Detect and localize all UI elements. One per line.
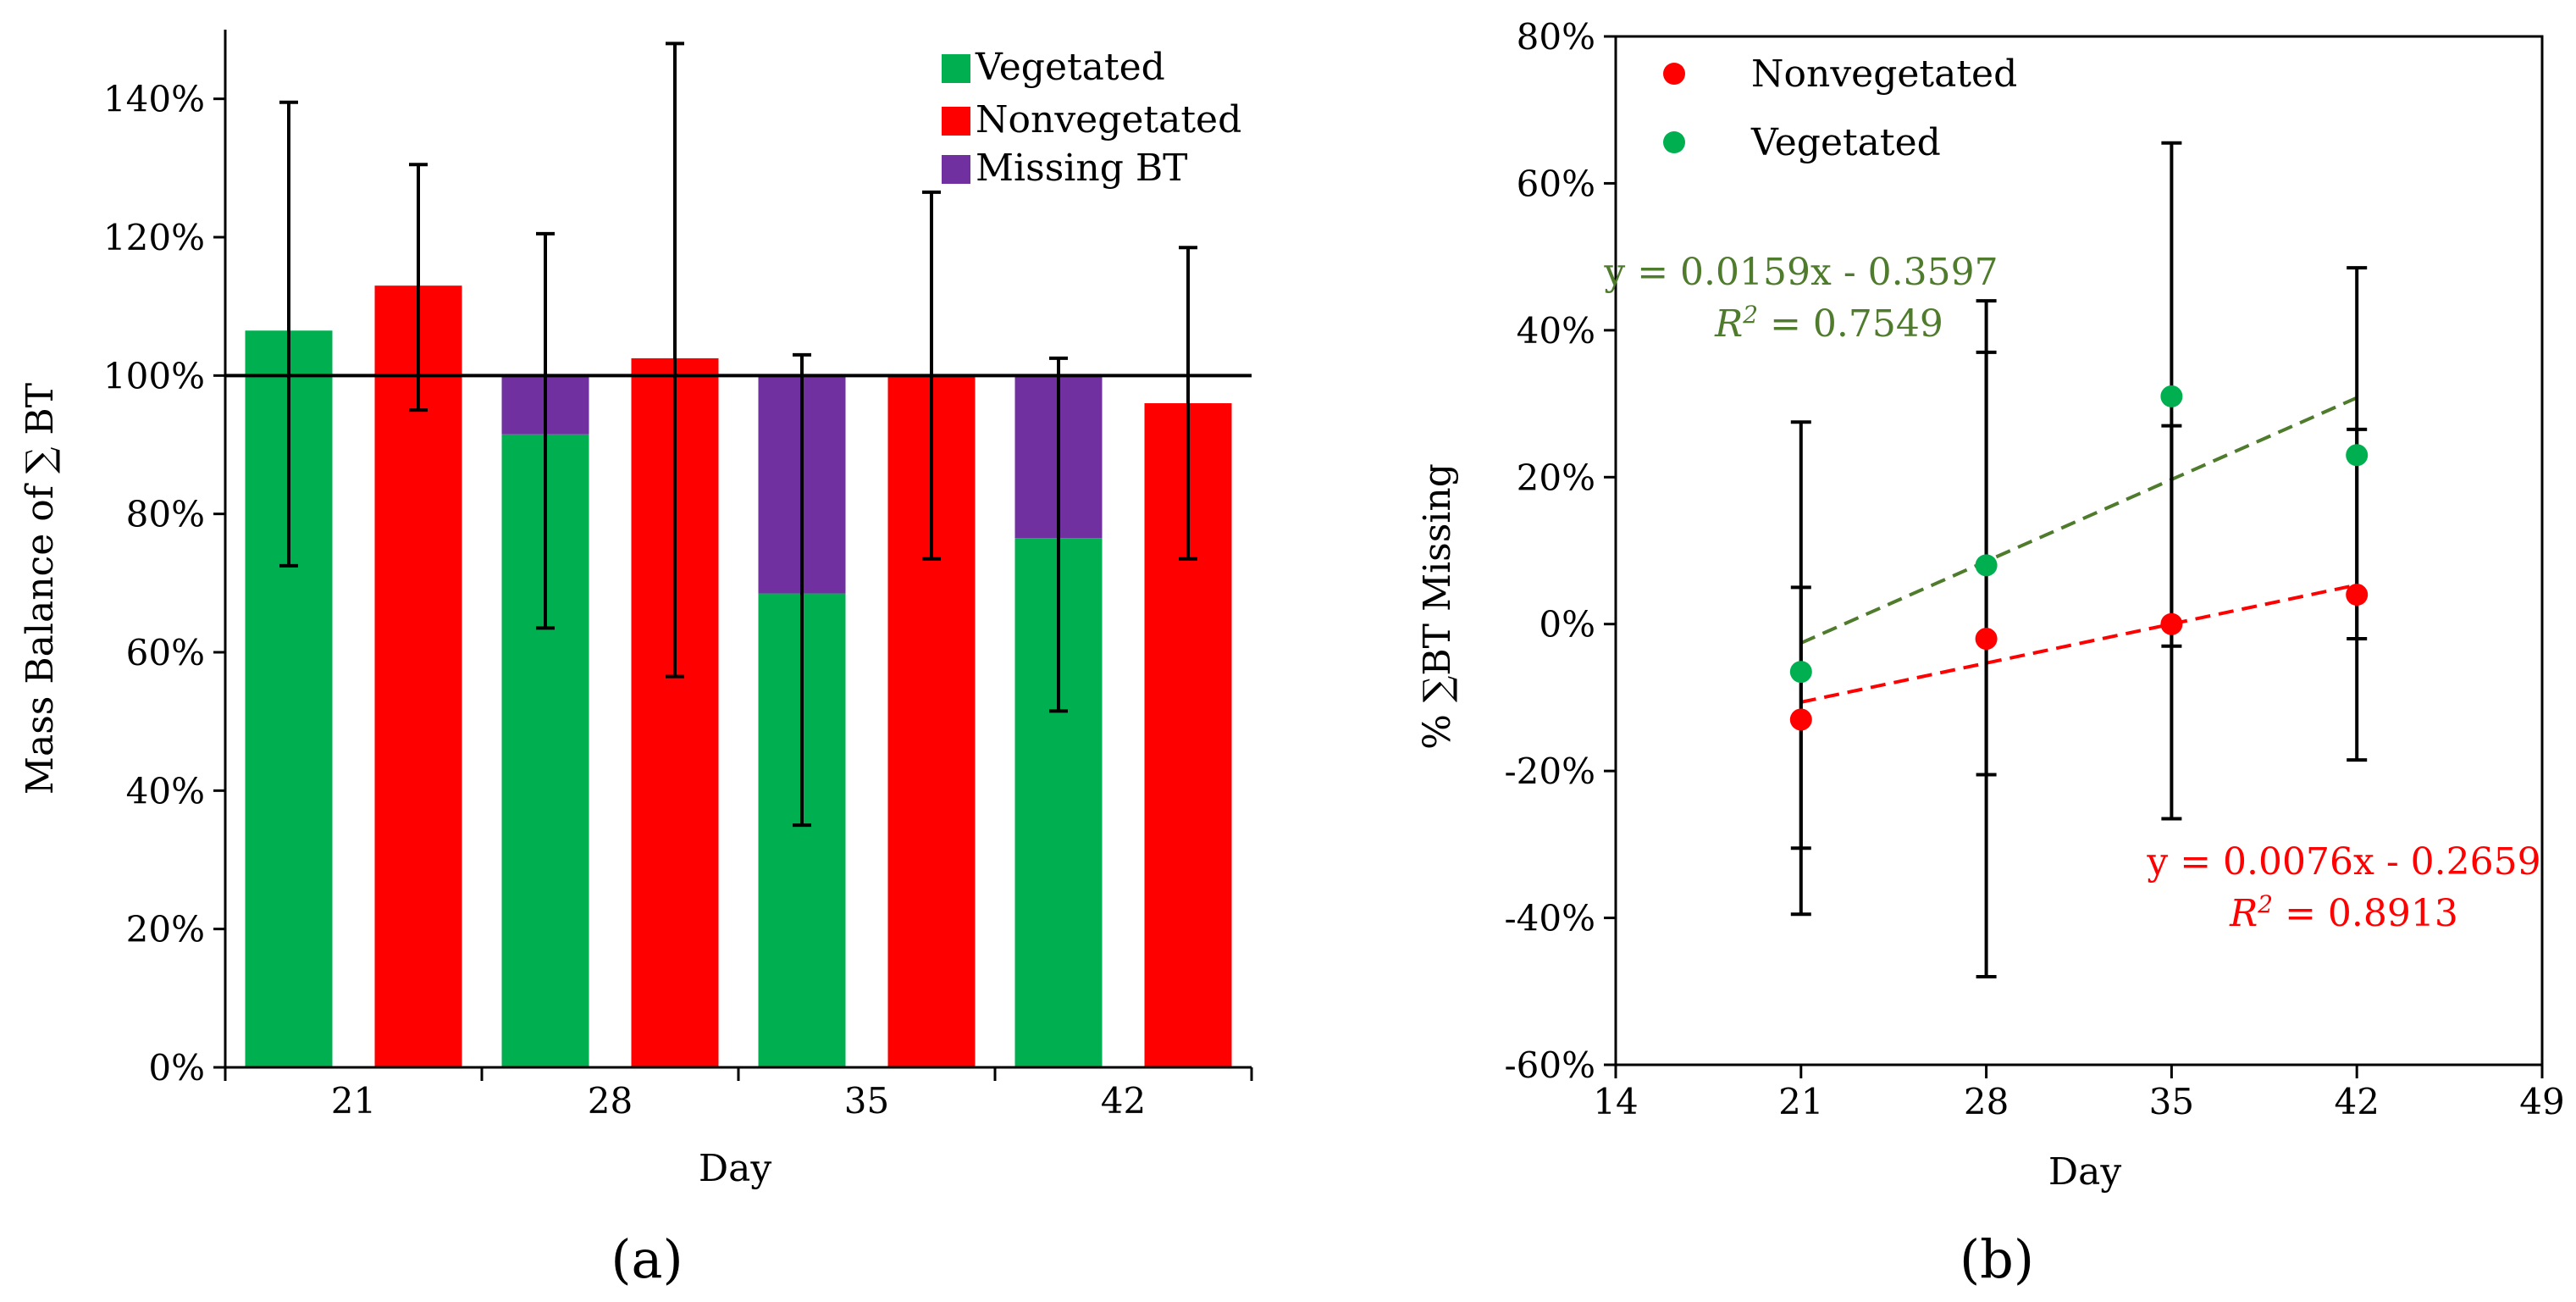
x-tick-labels-a: 21 28 35 42 xyxy=(331,1080,1146,1122)
panel-label-a: (a) xyxy=(611,1228,683,1290)
x-tick-label-b: 21 xyxy=(1778,1081,1823,1122)
legend-marker-vegetated xyxy=(1663,131,1685,153)
x-axis-title-a: Day xyxy=(699,1147,772,1190)
legend-swatch-vegetated xyxy=(942,54,970,83)
point-vegetated-day-21 xyxy=(1789,661,1812,684)
panel-label-b: (b) xyxy=(1960,1228,2034,1290)
axes-a xyxy=(213,30,1253,1081)
trend-r2-vegetated: R2 = 0.7549 xyxy=(1714,301,1943,346)
x-tick-labels-b: 14 21 28 35 42 49 xyxy=(1593,1081,2564,1122)
x-tick-label-b: 49 xyxy=(2519,1081,2564,1122)
chart-a: 0%20%40%60%80%100%120%140% 21 28 35 42 Day … xyxy=(19,30,1253,1290)
y-tick-label-b: -20% xyxy=(1504,751,1595,792)
trend-r2-nonvegetated: R2 = 0.8913 xyxy=(2229,890,2458,936)
trendline-layer xyxy=(1799,396,2358,704)
y-tick-labels-a: 0% 20% 40% 60% 80% 100% 120% 140% xyxy=(103,79,205,1089)
y-tick-label-a: 140% xyxy=(103,79,205,120)
point-nonvegetated-day-42 xyxy=(2346,584,2369,607)
x-tick-label-a: 42 xyxy=(1101,1080,1146,1122)
y-tick-label-b: -40% xyxy=(1504,898,1595,939)
x-tick-label-a: 21 xyxy=(331,1080,376,1122)
trendline-vegetated xyxy=(1799,396,2358,645)
y-tick-label-a: 20% xyxy=(126,909,205,950)
x-tick-label-b: 42 xyxy=(2334,1081,2379,1122)
y-tick-label-b: -60% xyxy=(1504,1044,1595,1086)
y-tick-label-b: 40% xyxy=(1517,310,1595,352)
x-tick-label-b: 14 xyxy=(1593,1081,1638,1122)
y-tick-label-a: 120% xyxy=(103,217,205,258)
legend-swatch-missing-bt xyxy=(942,155,970,184)
y-tick-label-a: 80% xyxy=(126,494,205,535)
trend-annotation-nonvegetated: y = 0.0076x - 0.2659 R2 = 0.8913 xyxy=(2146,840,2540,935)
y-axis-title-a: Mass Balance of ∑ BT xyxy=(19,383,62,795)
point-nonvegetated-day-35 xyxy=(2160,612,2183,635)
point-nonvegetated-day-21 xyxy=(1789,708,1812,731)
y-tick-labels-b: -60% -40% -20% 0% 20% 40% 60% 80% xyxy=(1504,16,1595,1086)
point-vegetated-day-42 xyxy=(2346,444,2369,467)
bar-layer xyxy=(245,285,1232,1068)
error-bar-layer xyxy=(279,42,1197,828)
point-vegetated-day-35 xyxy=(2160,385,2183,407)
legend-label-missing-bt: Missing BT xyxy=(976,147,1188,190)
legend-label-vegetated-b: Vegetated xyxy=(1750,121,1941,164)
legend-a: Vegetated Nonvegetated Missing BT xyxy=(942,46,1241,190)
y-tick-label-a: 0% xyxy=(148,1047,205,1089)
point-nonvegetated-day-28 xyxy=(1975,628,1998,651)
bar-nonvegetated-day-21 xyxy=(374,285,462,1068)
legend-label-nonvegetated: Nonvegetated xyxy=(976,98,1241,141)
point-layer xyxy=(1789,385,2369,731)
trend-equation-nonvegetated: y = 0.0076x - 0.2659 xyxy=(2146,840,2540,884)
x-tick-label-b: 28 xyxy=(1964,1081,2009,1122)
legend-b: Nonvegetated Vegetated xyxy=(1663,53,2017,164)
x-tick-label-b: 35 xyxy=(2149,1081,2194,1122)
trend-annotation-vegetated: y = 0.0159x - 0.3597 R2 = 0.7549 xyxy=(1603,251,1998,346)
y-tick-label-b: 0% xyxy=(1539,604,1595,645)
plot-frame-b xyxy=(1614,35,2544,1067)
y-tick-label-b: 60% xyxy=(1517,163,1595,204)
legend-swatch-nonvegetated xyxy=(942,107,970,136)
legend-label-vegetated: Vegetated xyxy=(975,46,1165,89)
chart-b: -60%-40%-20%0%20%40%60%80% 14 21 28 35 42 49 … xyxy=(1416,16,2565,1290)
y-tick-label-b: 20% xyxy=(1517,457,1595,498)
axes-b xyxy=(1604,35,2544,1078)
x-axis-title-b: Day xyxy=(2048,1150,2122,1194)
y-axis-title-b: % ∑BT Missing xyxy=(1416,463,1459,750)
trend-equation-vegetated: y = 0.0159x - 0.3597 xyxy=(1603,251,1998,294)
y-tick-label-b: 80% xyxy=(1517,16,1595,58)
legend-marker-nonvegetated xyxy=(1663,63,1685,85)
point-vegetated-day-28 xyxy=(1975,554,1998,577)
y-tick-label-a: 100% xyxy=(103,355,205,396)
trendline-nonvegetated xyxy=(1800,583,2358,704)
y-tick-label-a: 60% xyxy=(126,632,205,673)
y-tick-label-a: 40% xyxy=(126,770,205,812)
x-tick-label-a: 35 xyxy=(844,1080,889,1122)
x-tick-label-a: 28 xyxy=(588,1080,633,1122)
legend-label-nonvegetated-b: Nonvegetated xyxy=(1751,53,2017,96)
